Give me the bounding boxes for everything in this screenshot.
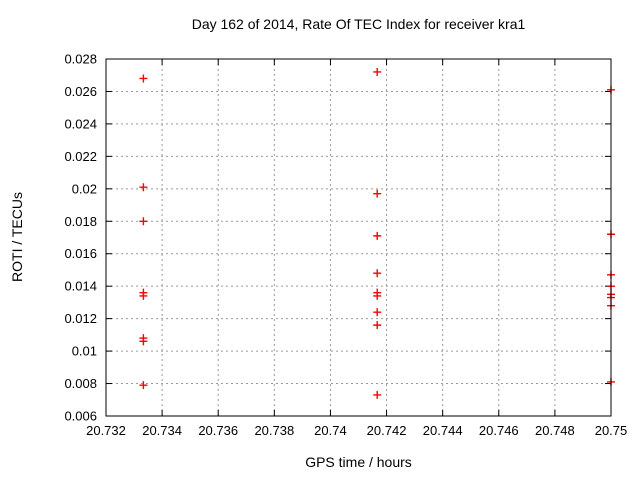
x-tick-label: 20.75 <box>595 423 628 438</box>
y-tick-label: 0.028 <box>64 52 97 67</box>
x-axis-label: GPS time / hours <box>305 454 412 470</box>
y-tick-label: 0.012 <box>64 311 97 326</box>
data-point-marker <box>373 67 382 76</box>
x-tick-label: 20.74 <box>314 423 347 438</box>
data-point-marker <box>373 231 382 240</box>
y-tick-label: 0.026 <box>64 84 97 99</box>
y-tick-label: 0.02 <box>72 181 97 196</box>
data-point-marker <box>373 189 382 198</box>
y-tick-label: 0.018 <box>64 214 97 229</box>
data-point-marker <box>373 321 382 330</box>
data-point-marker <box>139 337 148 346</box>
chart-title: Day 162 of 2014, Rate Of TEC Index for r… <box>191 16 526 32</box>
data-point-marker <box>373 308 382 317</box>
data-point-marker <box>139 217 148 226</box>
data-point-marker <box>139 183 148 192</box>
data-point-marker <box>139 291 148 300</box>
y-tick-label: 0.016 <box>64 246 97 261</box>
x-tick-label: 20.732 <box>86 423 126 438</box>
data-point-marker <box>139 381 148 390</box>
y-tick-label: 0.008 <box>64 376 97 391</box>
data-point-marker <box>373 291 382 300</box>
x-tick-label: 20.736 <box>198 423 238 438</box>
x-tick-label: 20.738 <box>254 423 294 438</box>
x-tick-label: 20.744 <box>423 423 463 438</box>
data-point-marker <box>373 390 382 399</box>
x-tick-label: 20.748 <box>535 423 575 438</box>
data-point-marker <box>139 74 148 83</box>
x-tick-label: 20.742 <box>367 423 407 438</box>
x-tick-label: 20.746 <box>479 423 519 438</box>
y-tick-label: 0.014 <box>64 279 97 294</box>
y-tick-label: 0.024 <box>64 116 97 131</box>
y-tick-label: 0.006 <box>64 409 97 424</box>
x-tick-label: 20.734 <box>142 423 182 438</box>
y-tick-label: 0.022 <box>64 149 97 164</box>
data-point-marker <box>373 269 382 278</box>
plot-border <box>105 58 612 417</box>
y-tick-label: 0.01 <box>72 344 97 359</box>
